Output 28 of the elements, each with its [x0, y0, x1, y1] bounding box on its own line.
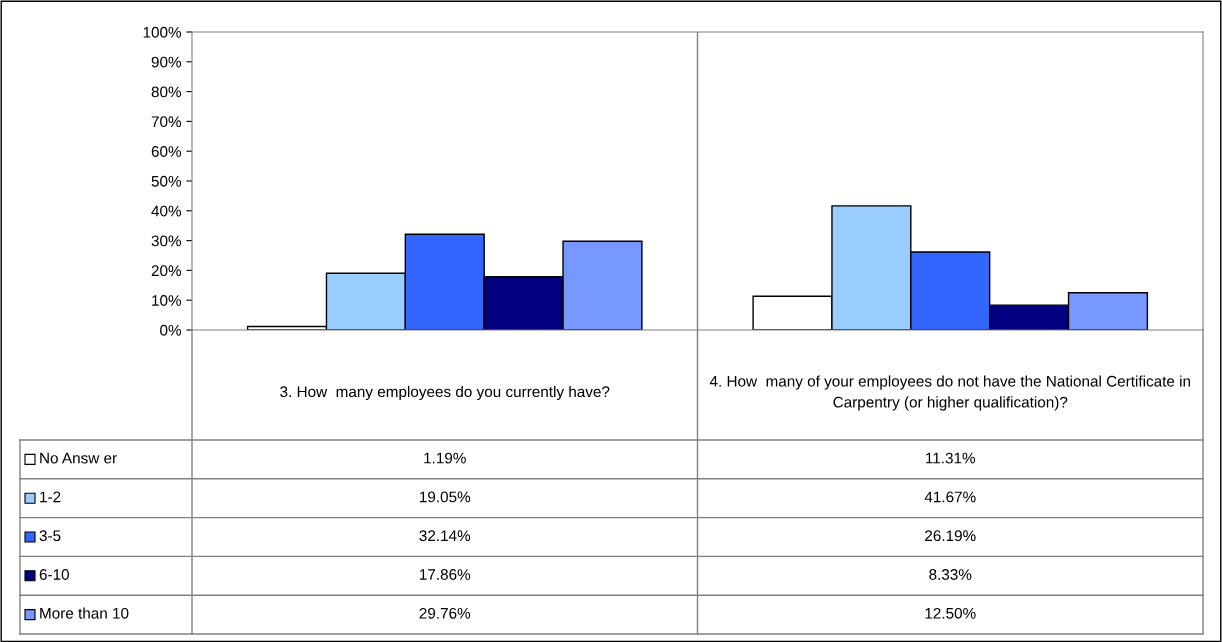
data-label: 26.19%	[925, 530, 976, 542]
y-tick-label: 0%	[160, 324, 182, 336]
y-tick-label: 70%	[151, 116, 182, 128]
data-label: 11.31%	[926, 452, 976, 464]
legend-label: More than 10	[40, 607, 129, 619]
legend-label: No Answ er	[40, 452, 117, 464]
legend-label: 1-2	[40, 491, 61, 503]
y-tick-label: 90%	[151, 56, 182, 68]
legend-label: 6-10	[39, 569, 69, 580]
y-tick-label: 30%	[151, 235, 182, 247]
x-tick-label: 3. How many employees do you currently have?	[280, 385, 610, 401]
y-tick-label: 100%	[143, 26, 182, 38]
y-tick-label: 80%	[151, 86, 182, 98]
data-label: 19.05%	[420, 491, 471, 503]
x-tick-label: 4. How many of your employees do not have the National Certificate in Carpentry (or higher qualification)?	[709, 375, 1191, 411]
y-tick-label: 10%	[152, 295, 182, 306]
data-label: 29.76%	[419, 607, 471, 619]
data-label: 32.14%	[419, 530, 471, 542]
data-label: 41.67%	[924, 491, 976, 503]
y-tick-label: 20%	[151, 265, 182, 277]
data-label: 12.50%	[925, 607, 976, 619]
data-label: 1.19%	[424, 452, 466, 464]
data-label: 17.86%	[420, 569, 471, 580]
y-tick-label: 60%	[151, 146, 182, 157]
data-label: 8.33%	[929, 569, 972, 580]
y-tick-label: 40%	[151, 205, 182, 217]
legend-label: 3-5	[39, 530, 61, 542]
y-tick-label: 50%	[151, 175, 182, 187]
